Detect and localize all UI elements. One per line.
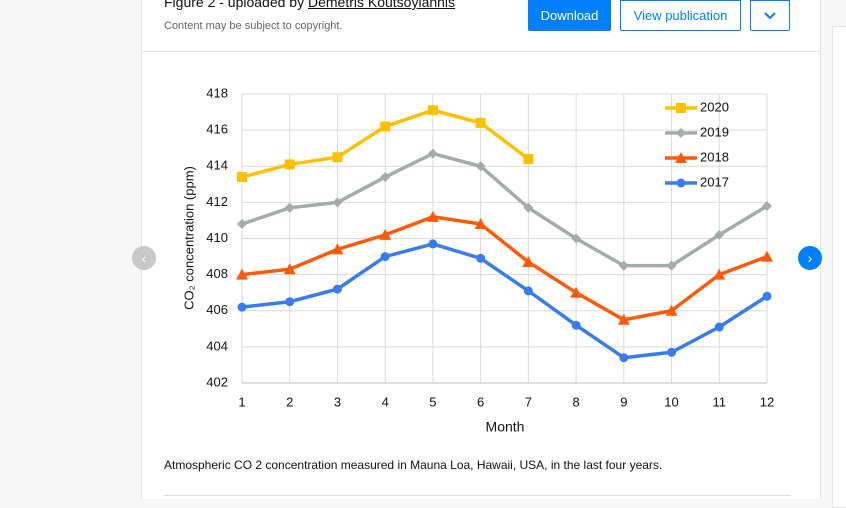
more-dropdown[interactable] xyxy=(750,0,790,31)
download-button[interactable]: Download xyxy=(528,0,611,31)
view-publication-button[interactable]: View publication xyxy=(620,0,741,31)
figure-caption: Atmospheric CO 2 concentration measured … xyxy=(164,458,663,472)
bottom-rule xyxy=(164,495,791,496)
previous-arrow[interactable]: ‹ xyxy=(132,246,156,270)
next-arrow[interactable]: › xyxy=(798,246,822,270)
next-card xyxy=(832,26,846,508)
copyright-notice: Content may be subject to copyright. xyxy=(164,20,343,32)
figure-card xyxy=(141,0,821,499)
separator xyxy=(141,51,820,52)
author-link[interactable]: Demetris Koutsoyiannis xyxy=(307,0,456,10)
chevron-icon xyxy=(764,11,776,19)
figure-title: Figure 2 - uploaded by Demetris Koutsoyi… xyxy=(164,0,455,10)
title-prefix: Figure 2 - uploaded by xyxy=(164,0,305,10)
